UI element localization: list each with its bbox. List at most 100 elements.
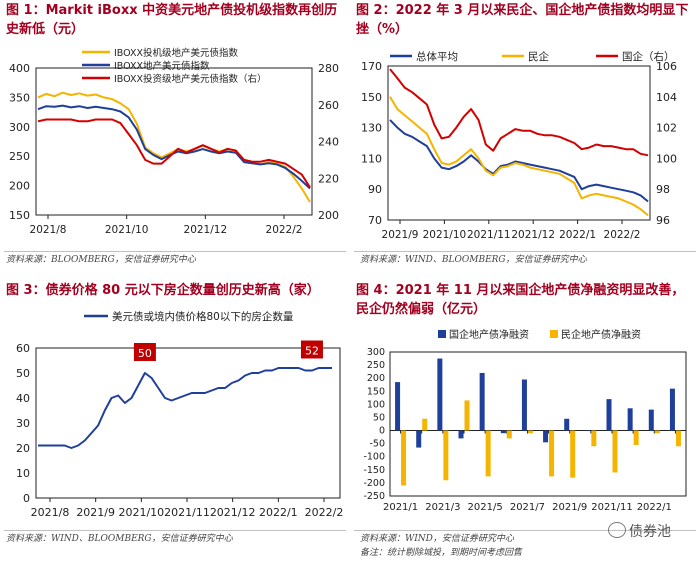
x-tick-label: 2022/1 [637,502,672,513]
bar [669,388,675,431]
figure-2-source: 资料来源：WIND、BLOOMBERG，安信证券研究中心 [360,255,587,265]
bar [564,418,570,431]
y-right-tick-label: 220 [318,172,339,185]
series-line [37,118,311,188]
figure-1-title: 图 1：Markit iBoxx 中资美元地产债投机级指数再创历史新低（元） [6,3,338,37]
y-right-tick-label: 106 [656,60,677,73]
bar [606,399,612,431]
x-tick-label: 2021/11 [467,229,511,241]
y-right-tick-label: 102 [656,122,677,135]
figure-2-title: 图 2：2022 年 3 月以来民企、国企地产债指数均明显下挫（%） [356,3,689,37]
y-left-tick-label: 130 [361,122,382,135]
bar [570,430,576,478]
figure-2-chart: 70 90 110 130 150 170 96 98 100 102 104 106 2021/9 20… [361,50,677,241]
y-left-tick-label: 300 [9,121,30,134]
bar [585,430,591,432]
y-tick-label: 0 [379,426,385,437]
figure-4: 图 4：2021 年 11 月以来国企地产债净融资明显改善，民企仍然偏弱（亿元）… [350,280,700,561]
legend-label: IBOXX投资级地产美元债指数（右） [114,73,267,85]
series-line [389,68,649,157]
y-tick-label: 40 [16,392,30,405]
bar [422,418,428,431]
bar [549,430,555,477]
callout-box [300,340,323,359]
x-tick-label: 2021/8 [30,224,67,236]
x-tick-label: 2022/1 [259,506,298,519]
figure-3-title: 图 3：债券价格 80 元以下房企数量创历史新高（家） [6,283,320,298]
series-line [37,91,311,203]
figure-4-chart: -250 -200 -150 -100 -50 0 50 100 150 200 250 300 202… [363,328,687,513]
x-tick-label: 2021/9 [552,502,587,513]
y-tick-label: 150 [367,386,385,397]
y-tick-label: 20 [16,442,30,455]
bar [521,379,527,431]
x-tick-label: 2021/8 [31,506,70,519]
legend-label: IBOXX地产美元债指数 [114,60,210,72]
callout-box [133,343,156,361]
x-tick-label: 2021/12 [184,224,228,236]
x-tick-label: 2022/2 [604,229,641,241]
bar [648,409,654,431]
bar [464,400,470,431]
y-left-tick-label: 400 [9,62,30,75]
figure-1: 图 1：Markit iBoxx 中资美元地产债投机级指数再创历史新低（元） 1… [0,0,350,270]
legend-label: 美元债或境内债价格80以下的房企数量 [112,310,294,323]
plot-frame [35,347,341,499]
watermark-text: 债券池 [629,524,671,540]
y-tick-label: -200 [363,478,385,489]
x-tick-label: 2022/2 [305,506,344,519]
figure-1-chart: 150 200 250 300 350 400 200 220 240 260 280 2021/8 2… [9,47,339,236]
figure-2: 图 2：2022 年 3 月以来民企、国企地产债指数均明显下挫（%） 70 90 1… [350,0,700,270]
bar [437,358,443,431]
bar [485,430,491,477]
bar [401,430,407,486]
callout-label: 52 [305,345,319,358]
y-tick-label: 250 [367,360,385,371]
wechat-icon [608,522,626,538]
figure-3: 图 3：债券价格 80 元以下房企数量创历史新高（家） 0 10 20 30 40 50 6… [0,280,350,561]
y-right-tick-label: 100 [656,152,677,165]
x-tick-label: 2021/10 [118,506,164,519]
bar [612,430,618,473]
x-tick-label: 2021/9 [382,229,419,241]
y-tick-label: 60 [16,342,30,355]
y-left-tick-label: 350 [9,91,30,104]
y-tick-label: -150 [363,465,385,476]
bar [506,430,512,439]
x-tick-label: 2022/2 [266,224,303,236]
legend-label: 国企地产债净融资 [449,328,529,341]
y-left-tick-label: 150 [9,209,30,222]
bar [633,430,639,445]
y-left-tick-label: 170 [361,60,382,73]
legend-label: 民企 [528,50,549,63]
y-right-tick-label: 98 [656,183,670,196]
legend-label: IBOXX投机级地产美元债指数 [114,47,239,59]
bar [527,430,533,434]
bar [591,430,597,447]
y-tick-label: 10 [16,467,30,480]
y-right-tick-label: 104 [656,91,677,104]
bar [395,382,401,431]
y-tick-label: 100 [367,399,385,410]
legend-swatch [550,330,558,338]
bar [675,430,681,447]
y-tick-label: 300 [367,347,385,358]
x-tick-label: 2021/1 [383,502,418,513]
bar [416,430,422,448]
y-left-tick-label: 70 [368,214,382,227]
figure-3-source: 资料来源：WIND、BLOOMBERG，安信证券研究中心 [6,534,233,544]
y-left-tick-label: 150 [361,91,382,104]
watermark: 债券池 [608,521,671,541]
bar [479,372,485,431]
y-left-tick-label: 250 [9,150,30,163]
series-line [38,367,332,449]
plot-frame [389,351,687,497]
x-tick-label: 2022/1 [559,229,596,241]
x-tick-label: 2021/12 [511,229,555,241]
y-left-tick-label: 110 [361,152,382,165]
figure-4-note: 备注：统计剔除城投，到期时间考虑回售 [360,548,523,558]
legend-label: 国企（右） [622,50,675,63]
y-right-tick-label: 96 [656,214,670,227]
y-left-tick-label: 90 [368,183,382,196]
